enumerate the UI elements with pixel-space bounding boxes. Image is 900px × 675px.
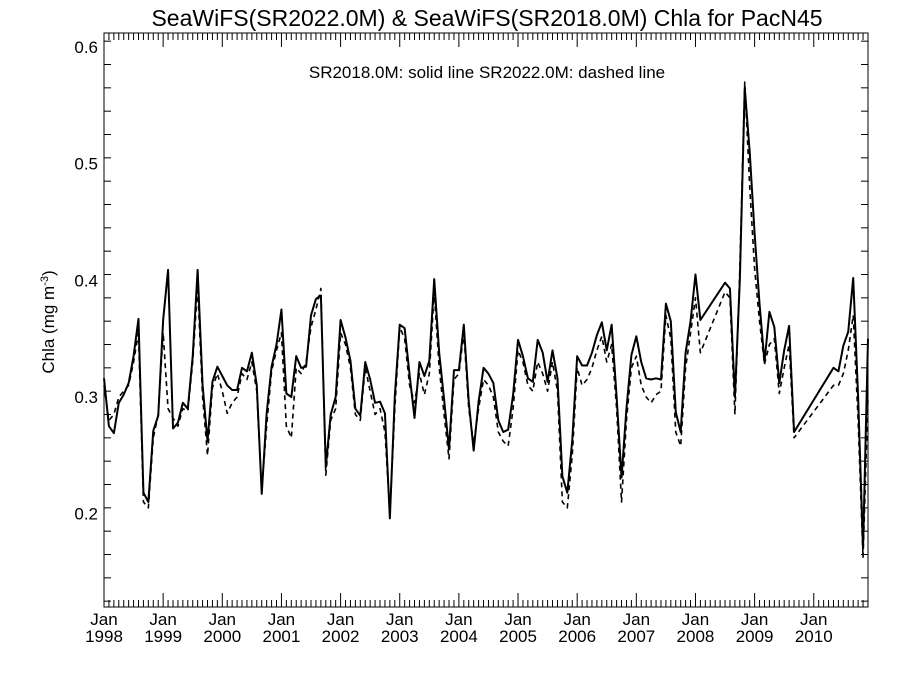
x-tick-label-month: Jan xyxy=(504,610,531,629)
x-tick-label-year: 2010 xyxy=(795,627,833,646)
y-axis-label-close: ) xyxy=(39,270,58,276)
y-tick-label: 0.4 xyxy=(74,271,98,290)
plot-frame xyxy=(103,32,869,608)
x-tick-label-month: Jan xyxy=(445,610,472,629)
y-axis-label: Chla (mg m-3) xyxy=(39,270,58,373)
y-axis-label-sup: -3 xyxy=(39,276,51,286)
y-tick-label: 0.2 xyxy=(74,505,98,524)
axis-ticks xyxy=(103,33,869,607)
x-tick-labels: Jan1998Jan1999Jan2000Jan2001Jan2002Jan20… xyxy=(85,610,833,646)
x-tick-label-year: 2001 xyxy=(263,627,301,646)
y-axis-label-main: Chla (mg m xyxy=(39,286,58,374)
x-tick-label-month: Jan xyxy=(209,610,236,629)
y-tick-label: 0.3 xyxy=(74,388,98,407)
series-line-solid xyxy=(103,86,869,550)
x-tick-label-month: Jan xyxy=(268,610,295,629)
y-tick-label: 0.5 xyxy=(74,155,98,174)
legend-note: SR2018.0M: solid line SR2022.0M: dashed … xyxy=(309,63,665,82)
x-tick-label-year: 1998 xyxy=(85,627,123,646)
x-tick-label-month: Jan xyxy=(386,610,413,629)
x-tick-label-year: 1999 xyxy=(144,627,182,646)
x-tick-label-year: 2004 xyxy=(440,627,478,646)
x-tick-label-month: Jan xyxy=(741,610,768,629)
series-line-dashed xyxy=(103,81,869,559)
y-tick-labels: 0.2 0.3 0.4 0.5 0.6 xyxy=(74,38,98,524)
data-series xyxy=(103,81,869,559)
y-tick-label: 0.6 xyxy=(74,38,98,57)
x-tick-label-month: Jan xyxy=(90,610,117,629)
x-tick-label-month: Jan xyxy=(563,610,590,629)
x-tick-label-month: Jan xyxy=(327,610,354,629)
chart-title: SeaWiFS(SR2022.0M) & SeaWiFS(SR2018.0M) … xyxy=(151,5,822,31)
x-tick-label-year: 2008 xyxy=(677,627,715,646)
x-tick-label-year: 2000 xyxy=(203,627,241,646)
x-tick-label-month: Jan xyxy=(682,610,709,629)
x-tick-label-year: 2003 xyxy=(381,627,419,646)
x-tick-label-year: 2006 xyxy=(558,627,596,646)
x-tick-label-year: 2007 xyxy=(617,627,655,646)
x-tick-label-year: 2009 xyxy=(736,627,774,646)
x-tick-label-month: Jan xyxy=(149,610,176,629)
x-tick-label-month: Jan xyxy=(623,610,650,629)
x-tick-label-year: 2005 xyxy=(499,627,537,646)
x-tick-label-year: 2002 xyxy=(322,627,360,646)
x-tick-label-month: Jan xyxy=(800,610,827,629)
